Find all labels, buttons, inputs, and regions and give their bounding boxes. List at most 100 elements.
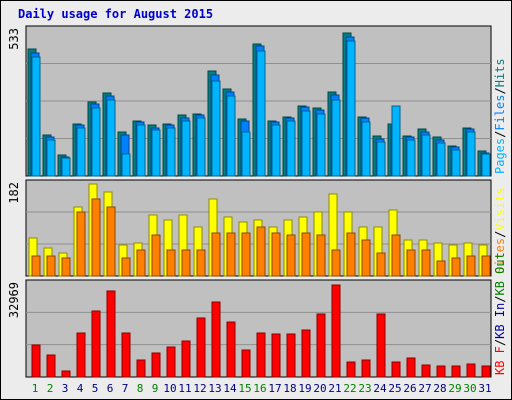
bar-kb-f-day-10 (166, 346, 176, 378)
x-tick-label-day-21: 21 (328, 382, 341, 395)
bar-pages-day-18 (286, 120, 296, 177)
bar-pages-day-12 (196, 117, 206, 177)
x-tick-label-day-1: 1 (32, 382, 39, 395)
bar-sites-day-27 (421, 249, 431, 277)
bar-sites-day-5 (91, 198, 101, 277)
bar-pages-day-6 (106, 99, 116, 177)
bar-kb-f-day-19 (301, 329, 311, 378)
bar-kb-f-day-11 (181, 340, 191, 378)
bar-kb-f-day-29 (451, 365, 461, 378)
bar-pages-day-14 (226, 95, 236, 177)
x-tick-label-day-7: 7 (122, 382, 129, 395)
bar-kb-f-day-13 (211, 301, 221, 378)
legend-separator: / (493, 296, 507, 303)
bar-kb-f-day-6 (106, 290, 116, 378)
bar-sites-day-13 (211, 232, 221, 277)
x-tick-label-day-28: 28 (433, 382, 446, 395)
bar-pages-day-27 (421, 134, 431, 177)
bar-sites-day-7 (121, 257, 131, 277)
bar-sites-day-30 (466, 255, 476, 277)
legend-item: KB In (493, 303, 507, 339)
legend-separator: / (493, 339, 507, 346)
bar-sites-day-3 (61, 257, 71, 277)
x-tick-label-day-11: 11 (178, 382, 191, 395)
bar-pages-day-11 (181, 120, 191, 177)
bar-pages-day-23 (361, 121, 371, 177)
bar-kb-f-day-28 (436, 365, 446, 378)
y-max-label: 182 (7, 182, 21, 204)
bar-kb-f-day-4 (76, 332, 86, 378)
bar-sites-day-19 (301, 232, 311, 277)
bar-kb-f-day-2 (46, 354, 56, 378)
x-tick-label-day-16: 16 (253, 382, 266, 395)
x-tick-label-day-2: 2 (47, 382, 54, 395)
bar-sites-day-12 (196, 249, 206, 277)
x-axis-labels: 1 2 3 4 5 6 7 8 9 10 11 12 13 14 15 16 17 18 19 20 21 22 23 24 2… (32, 382, 492, 395)
legend-separator: / (493, 87, 507, 94)
bar-pages-day-8 (136, 124, 146, 177)
bar-kb-f-day-30 (466, 363, 476, 378)
bar-sites-day-17 (271, 232, 281, 277)
bar-kb-f-day-18 (286, 333, 296, 378)
x-tick-label-day-23: 23 (358, 382, 371, 395)
x-tick-label-day-29: 29 (448, 382, 461, 395)
x-tick-label-day-19: 19 (298, 382, 311, 395)
x-tick-label-day-18: 18 (283, 382, 296, 395)
bar-sites-day-26 (406, 249, 416, 277)
legend-item: Files (493, 95, 507, 131)
bar-pages-day-31 (481, 153, 491, 177)
bar-kb-f-day-3 (61, 370, 71, 378)
bar-kb-f-day-9 (151, 352, 161, 378)
legend: KB F/KB In/KB Out (493, 252, 507, 375)
y-max-label: 533 (7, 28, 21, 50)
bar-pages-day-16 (256, 50, 266, 177)
bar-pages-day-2 (46, 139, 56, 177)
bar-kb-f-day-12 (196, 317, 206, 378)
bar-sites-day-21 (331, 249, 341, 277)
bar-sites-day-28 (436, 260, 446, 277)
bar-sites-day-15 (241, 232, 251, 277)
legend-separator: / (493, 231, 507, 238)
bar-kb-f-day-15 (241, 349, 251, 378)
bar-kb-f-day-16 (256, 332, 266, 378)
legend-item: KB Out (493, 252, 507, 295)
bar-pages-day-4 (76, 127, 86, 177)
x-tick-label-day-25: 25 (388, 382, 401, 395)
x-tick-label-day-6: 6 (107, 382, 114, 395)
bar-sites-day-11 (181, 249, 191, 277)
x-tick-label-day-8: 8 (137, 382, 144, 395)
bar-pages-day-17 (271, 124, 281, 177)
x-tick-label-day-30: 30 (463, 382, 476, 395)
bar-sites-day-2 (46, 255, 56, 277)
bar-pages-day-1 (31, 56, 41, 177)
bar-pages-day-10 (166, 127, 176, 177)
x-tick-label-day-14: 14 (223, 382, 237, 395)
x-tick-label-day-26: 26 (403, 382, 416, 395)
chart-panel-2: 182 Sites/Visits (7, 179, 507, 277)
bar-pages-day-19 (301, 110, 311, 177)
bar-pages-day-24 (376, 141, 386, 177)
x-tick-label-day-5: 5 (92, 382, 99, 395)
bar-kb-f-day-22 (346, 361, 356, 378)
bar-sites-day-24 (376, 252, 386, 277)
legend: Pages/Files/Hits (493, 58, 507, 174)
bar-kb-f-day-20 (316, 313, 326, 378)
bar-kb-f-day-14 (226, 321, 236, 378)
x-tick-label-day-27: 27 (418, 382, 431, 395)
bar-pages-day-3 (61, 157, 71, 177)
bar-kb-f-day-27 (421, 364, 431, 378)
bar-kb-f-day-26 (406, 357, 416, 378)
bar-pages-day-9 (151, 129, 161, 177)
bar-pages-day-28 (436, 142, 446, 177)
y-max-label: 32969 (7, 282, 21, 318)
bar-pages-day-15 (241, 131, 251, 177)
bar-pages-day-22 (346, 40, 356, 177)
bar-kb-f-day-5 (91, 310, 101, 378)
legend-item: KB F (493, 346, 507, 375)
bar-sites-day-25 (391, 234, 401, 277)
bar-kb-f-day-31 (481, 365, 491, 378)
bar-kb-f-day-21 (331, 284, 341, 378)
x-tick-label-day-22: 22 (343, 382, 356, 395)
legend-item: Hits (493, 58, 507, 87)
bar-sites-day-31 (481, 255, 491, 277)
